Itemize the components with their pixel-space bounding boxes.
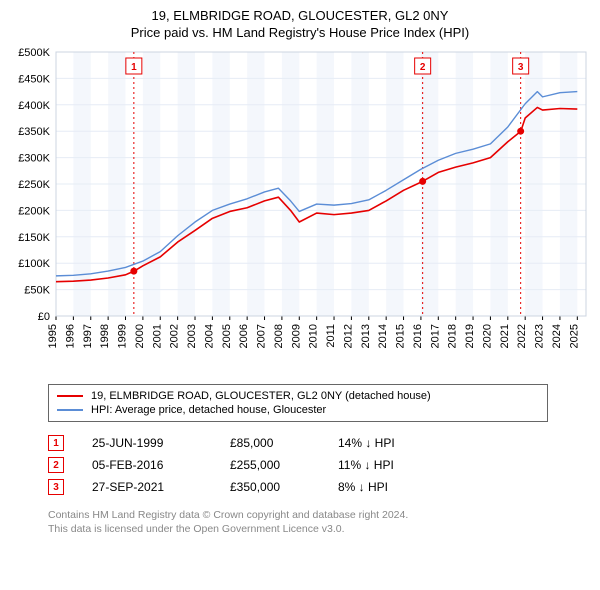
svg-text:2022: 2022 <box>516 324 528 348</box>
legend: 19, ELMBRIDGE ROAD, GLOUCESTER, GL2 0NY … <box>48 384 548 422</box>
svg-text:2001: 2001 <box>151 324 163 348</box>
svg-text:£500K: £500K <box>18 48 50 59</box>
svg-text:2013: 2013 <box>360 324 372 348</box>
svg-text:£450K: £450K <box>18 73 50 85</box>
svg-text:£350K: £350K <box>18 126 50 138</box>
annotation-marker-1: 1 <box>48 435 64 451</box>
chart-plot: £0 £50K £100K £150K £200K £250K £300K £350K £400… <box>10 48 590 378</box>
svg-text:2024: 2024 <box>551 324 563 348</box>
svg-text:2021: 2021 <box>499 324 511 348</box>
svg-text:£50K: £50K <box>24 285 50 297</box>
svg-text:2011: 2011 <box>325 324 337 348</box>
svg-text:1998: 1998 <box>99 324 111 348</box>
svg-text:2012: 2012 <box>342 324 354 348</box>
legend-swatch-hpi <box>57 409 83 411</box>
svg-text:2008: 2008 <box>273 324 285 348</box>
svg-text:2014: 2014 <box>377 324 389 348</box>
svg-text:2007: 2007 <box>256 324 268 348</box>
svg-text:1997: 1997 <box>82 324 94 348</box>
annotation-price: £85,000 <box>230 436 310 450</box>
svg-text:2004: 2004 <box>203 324 215 348</box>
chart-svg: £0 £50K £100K £150K £200K £250K £300K £350K £400… <box>10 48 590 378</box>
svg-text:2020: 2020 <box>481 324 493 348</box>
annotation-delta: 14% ↓ HPI <box>338 436 395 450</box>
svg-text:2005: 2005 <box>221 324 233 348</box>
svg-text:£100K: £100K <box>18 258 50 270</box>
chart-title-address: 19, ELMBRIDGE ROAD, GLOUCESTER, GL2 0NY <box>10 8 590 23</box>
legend-row-price: 19, ELMBRIDGE ROAD, GLOUCESTER, GL2 0NY … <box>57 389 539 403</box>
svg-text:2015: 2015 <box>395 324 407 348</box>
svg-text:1995: 1995 <box>47 324 59 348</box>
svg-text:£250K: £250K <box>18 179 50 191</box>
svg-text:2009: 2009 <box>290 324 302 348</box>
annotation-price: £350,000 <box>230 480 310 494</box>
annotation-marker-2: 2 <box>48 457 64 473</box>
svg-text:2002: 2002 <box>169 324 181 348</box>
svg-text:2010: 2010 <box>308 324 320 348</box>
chart-title-sub: Price paid vs. HM Land Registry's House … <box>10 25 590 40</box>
annotation-table: 1 25-JUN-1999 £85,000 14% ↓ HPI 2 05-FEB… <box>48 432 590 498</box>
svg-text:2: 2 <box>420 62 426 73</box>
svg-text:3: 3 <box>518 62 524 73</box>
annotation-date: 25-JUN-1999 <box>92 436 202 450</box>
footnote: Contains HM Land Registry data © Crown c… <box>48 508 590 536</box>
svg-text:1996: 1996 <box>64 324 76 348</box>
legend-row-hpi: HPI: Average price, detached house, Glou… <box>57 403 539 417</box>
legend-label-price: 19, ELMBRIDGE ROAD, GLOUCESTER, GL2 0NY … <box>91 390 431 402</box>
svg-text:£150K: £150K <box>18 232 50 244</box>
annotation-price: £255,000 <box>230 458 310 472</box>
svg-text:2025: 2025 <box>568 324 580 348</box>
svg-text:2019: 2019 <box>464 324 476 348</box>
svg-text:2016: 2016 <box>412 324 424 348</box>
svg-text:£300K: £300K <box>18 153 50 165</box>
svg-text:1999: 1999 <box>117 324 129 348</box>
annotation-row: 3 27-SEP-2021 £350,000 8% ↓ HPI <box>48 476 590 498</box>
annotation-marker-3: 3 <box>48 479 64 495</box>
svg-text:2006: 2006 <box>238 324 250 348</box>
svg-text:2003: 2003 <box>186 324 198 348</box>
annotation-date: 27-SEP-2021 <box>92 480 202 494</box>
annotation-delta: 11% ↓ HPI <box>338 458 394 472</box>
annotation-date: 05-FEB-2016 <box>92 458 202 472</box>
annotation-row: 2 05-FEB-2016 £255,000 11% ↓ HPI <box>48 454 590 476</box>
svg-text:2023: 2023 <box>534 324 546 348</box>
footnote-line1: Contains HM Land Registry data © Crown c… <box>48 508 590 522</box>
legend-swatch-price <box>57 395 83 397</box>
svg-text:2017: 2017 <box>429 324 441 348</box>
svg-text:2018: 2018 <box>447 324 459 348</box>
annotation-delta: 8% ↓ HPI <box>338 480 388 494</box>
svg-text:£0: £0 <box>38 311 50 323</box>
legend-label-hpi: HPI: Average price, detached house, Glou… <box>91 404 326 416</box>
svg-text:£200K: £200K <box>18 205 50 217</box>
chart-container: 19, ELMBRIDGE ROAD, GLOUCESTER, GL2 0NY … <box>0 0 600 544</box>
svg-text:1: 1 <box>131 62 137 73</box>
svg-text:£400K: £400K <box>18 100 50 112</box>
svg-text:2000: 2000 <box>134 324 146 348</box>
annotation-row: 1 25-JUN-1999 £85,000 14% ↓ HPI <box>48 432 590 454</box>
footnote-line2: This data is licensed under the Open Gov… <box>48 522 590 536</box>
